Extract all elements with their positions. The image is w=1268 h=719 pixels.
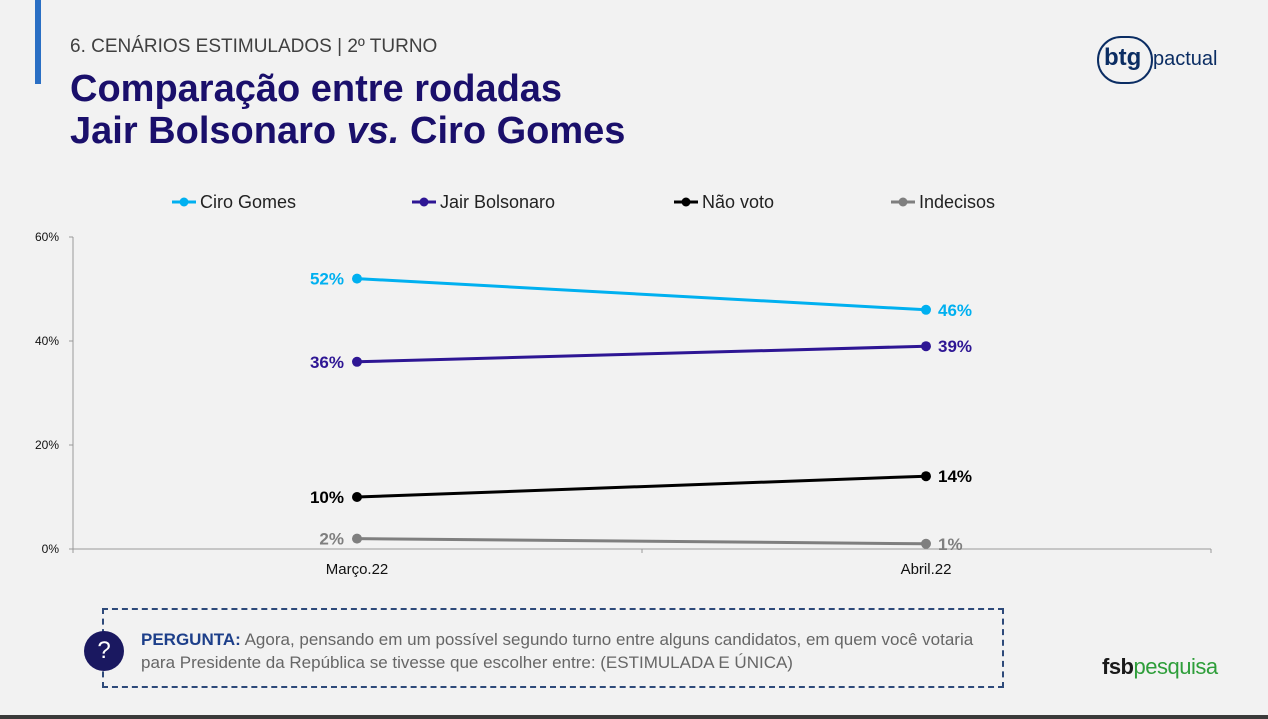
legend-swatch-marker — [419, 197, 429, 207]
x-tick-label: Março.22 — [326, 561, 389, 578]
data-point — [352, 356, 362, 367]
legend-swatch-marker — [681, 197, 691, 207]
page-title: Comparação entre rodadas Jair Bolsonaro … — [70, 68, 625, 152]
question-label: PERGUNTA: — [141, 630, 241, 649]
section-label: 6. CENÁRIOS ESTIMULADOS | 2º TURNO — [70, 36, 438, 57]
legend-label: Não voto — [702, 192, 774, 212]
data-label: 10% — [310, 488, 344, 507]
logo-pactual-text: pactual — [1153, 48, 1218, 70]
data-point — [921, 471, 931, 482]
series-line — [356, 344, 927, 364]
series-line — [356, 537, 927, 546]
data-point — [352, 533, 362, 544]
question-icon: ? — [84, 631, 124, 671]
fsb-pesquisa-logo: fsbpesquisa — [1102, 654, 1218, 680]
bottom-rule — [0, 715, 1268, 719]
logo-circle — [1097, 36, 1153, 84]
question-text: PERGUNTA: Agora, pensando em um possível… — [141, 628, 991, 674]
data-label: 52% — [310, 270, 344, 289]
legend-swatch-marker — [898, 197, 908, 207]
legend-label: Jair Bolsonaro — [440, 192, 555, 212]
question-body: Agora, pensando em um possível segundo t… — [141, 630, 974, 672]
title-part-b: Ciro Gomes — [399, 110, 626, 152]
data-point — [921, 538, 931, 549]
logo-fsb-text: fsb — [1102, 654, 1134, 679]
title-line-2: Jair Bolsonaro vs. Ciro Gomes — [70, 110, 625, 152]
logo-btg-text: btg — [1104, 44, 1142, 71]
logo-pesquisa-text: pesquisa — [1133, 654, 1219, 679]
accent-bar — [35, 0, 41, 84]
legend-swatch-marker — [179, 197, 189, 207]
legend-label: Ciro Gomes — [200, 192, 296, 212]
title-part-a: Jair Bolsonaro — [70, 110, 347, 152]
data-point — [352, 492, 362, 502]
data-label: 2% — [319, 530, 344, 549]
data-point — [921, 304, 931, 315]
data-label: 46% — [938, 301, 972, 320]
data-point — [921, 341, 931, 352]
y-tick-label: 40% — [35, 334, 59, 348]
series-line — [356, 474, 927, 499]
title-vs: vs. — [346, 110, 400, 152]
data-label: 14% — [938, 467, 972, 486]
data-label: 39% — [938, 337, 972, 356]
title-line-1: Comparação entre rodadas — [70, 68, 563, 110]
series-line — [356, 277, 927, 312]
data-label: 36% — [310, 353, 344, 372]
y-tick-label: 20% — [35, 438, 59, 452]
legend-label: Indecisos — [919, 192, 995, 212]
x-tick-label: Abril.22 — [901, 561, 952, 578]
btg-pactual-logo: btg pactual — [1097, 36, 1227, 84]
data-label: 1% — [938, 535, 963, 554]
data-point — [352, 273, 362, 284]
line-chart: 0% 20% 40% 60% Março.22 Abril.22 Ciro Gomes Jai… — [35, 192, 1212, 578]
y-tick-label: 0% — [42, 542, 60, 556]
y-tick-label: 60% — [35, 230, 59, 244]
